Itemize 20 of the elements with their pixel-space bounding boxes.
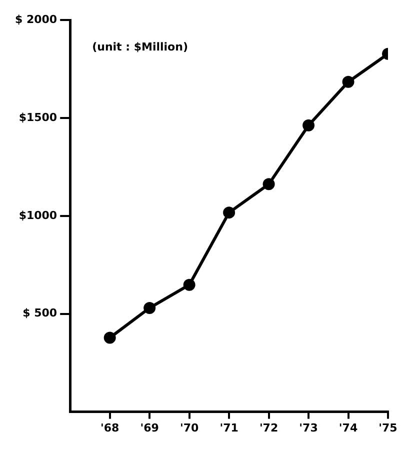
x-tick-label: '75 xyxy=(378,421,398,434)
point xyxy=(262,178,275,190)
point xyxy=(342,76,354,88)
point xyxy=(223,206,236,219)
x-tick-label: '72 xyxy=(259,421,278,434)
y-tick-label: $1500 xyxy=(18,110,58,124)
x-tick-label: '69 xyxy=(140,421,159,434)
point xyxy=(302,119,315,132)
point xyxy=(144,302,156,314)
x-tick-label: '71 xyxy=(220,421,238,434)
point xyxy=(183,278,196,291)
x-tick-label: '68 xyxy=(100,421,120,434)
x-tick-label: '74 xyxy=(338,421,358,434)
x-tick-label: '70 xyxy=(180,421,199,434)
annotation: (unit : $Million) xyxy=(92,40,188,54)
x-tick-label: '73 xyxy=(299,421,318,434)
y-tick-label: $1000 xyxy=(18,208,58,222)
y-tick-label: $ 500 xyxy=(22,306,58,320)
y-tick-label: $ 2000 xyxy=(14,12,58,26)
point xyxy=(104,332,116,344)
